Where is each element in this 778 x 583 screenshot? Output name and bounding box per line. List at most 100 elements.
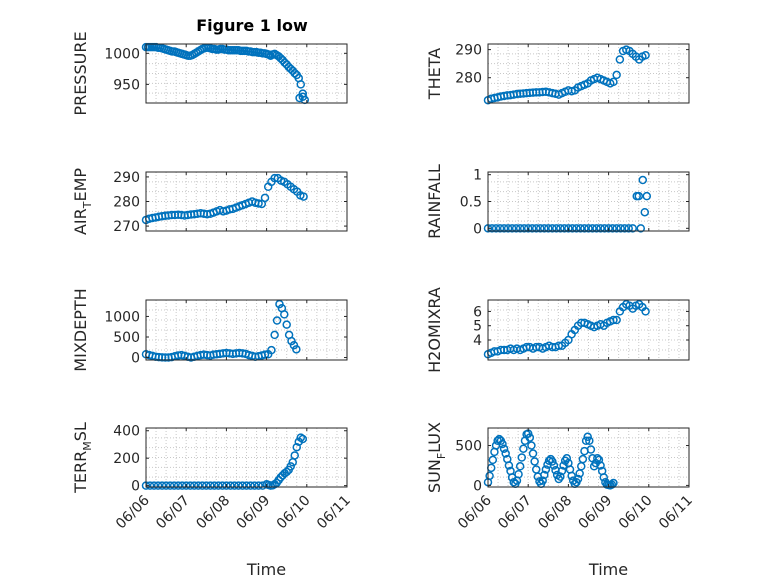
data-point bbox=[544, 224, 553, 233]
data-point bbox=[615, 55, 625, 64]
y-axis-label-subscript: F bbox=[435, 453, 448, 459]
y-tick-label: 0 bbox=[131, 351, 140, 367]
y-tick-label: 4 bbox=[473, 333, 482, 349]
y-tick-label: 5 bbox=[473, 319, 482, 335]
data-point bbox=[242, 481, 251, 490]
data-point bbox=[640, 207, 650, 217]
data-point bbox=[592, 224, 601, 233]
data-point bbox=[495, 224, 505, 233]
x-tick-label: 06/06 bbox=[113, 492, 153, 532]
data-point bbox=[185, 481, 195, 490]
subplot-h2omixra: 456 H2OMIXRA bbox=[425, 287, 690, 373]
data-point bbox=[541, 465, 551, 474]
data-point bbox=[515, 462, 525, 471]
data-point bbox=[642, 191, 652, 201]
y-axis-label: PRESSURE bbox=[71, 31, 90, 115]
data-point bbox=[296, 80, 306, 89]
data-point bbox=[230, 481, 239, 490]
data-point bbox=[260, 193, 270, 203]
data-point bbox=[485, 471, 494, 481]
data-point bbox=[527, 441, 536, 450]
y-axis-label: THETA bbox=[425, 48, 444, 100]
y-tick-label: 0 bbox=[131, 479, 140, 495]
y-tick-label: 1000 bbox=[104, 46, 140, 62]
data-point bbox=[290, 451, 299, 460]
x-tick-label: 06/11 bbox=[656, 493, 696, 533]
data-point bbox=[254, 199, 263, 208]
data-point bbox=[609, 77, 618, 87]
data-point bbox=[596, 461, 605, 470]
y-axis-label: MIXDEPTH bbox=[71, 288, 90, 371]
data-point bbox=[564, 224, 573, 233]
y-tick-label: 1000 bbox=[104, 309, 140, 325]
y-tick-label: 400 bbox=[113, 424, 140, 440]
data-point bbox=[596, 224, 605, 233]
data-point bbox=[528, 449, 538, 458]
data-point bbox=[202, 481, 211, 490]
y-axis-label-part: LUX bbox=[425, 422, 444, 453]
data-point bbox=[586, 445, 596, 454]
y-axis-label-part: TERR bbox=[71, 451, 90, 494]
data-point bbox=[514, 469, 523, 479]
data-point bbox=[538, 476, 547, 485]
data-point bbox=[157, 481, 167, 490]
data-point bbox=[634, 191, 643, 201]
x-tick-label: 06/08 bbox=[535, 493, 575, 533]
y-tick-label: 6 bbox=[473, 304, 482, 320]
data-point bbox=[153, 481, 163, 490]
y-tick-label: 500 bbox=[113, 330, 140, 346]
data-point bbox=[515, 224, 525, 233]
data-point bbox=[272, 316, 282, 325]
y-tick-label: 950 bbox=[113, 77, 140, 93]
data-point bbox=[641, 307, 650, 316]
data-point bbox=[169, 481, 179, 490]
data-point bbox=[573, 474, 583, 484]
x-tick-label: 06/07 bbox=[495, 493, 535, 533]
data-point bbox=[540, 224, 549, 233]
data-point bbox=[549, 461, 559, 470]
x-axis-label: Time bbox=[588, 560, 628, 579]
data-point bbox=[562, 454, 572, 463]
data-point bbox=[612, 315, 621, 325]
subplot-terr-msl: 0 200 400 06/06 06/07 06/08 06/09 06/10 06/11 TER… bbox=[71, 422, 354, 579]
data-point bbox=[289, 340, 299, 350]
y-axis-label-part: EMP bbox=[71, 168, 90, 202]
axes-box bbox=[487, 299, 690, 361]
data-point bbox=[488, 455, 498, 465]
y-axis-label: RAINFALL bbox=[425, 164, 444, 239]
data-point bbox=[503, 224, 513, 233]
x-axis-label: Time bbox=[246, 560, 286, 579]
data-point bbox=[556, 472, 565, 481]
data-point bbox=[198, 481, 207, 490]
data-point bbox=[282, 320, 291, 329]
data-point bbox=[604, 224, 613, 233]
data-point bbox=[624, 224, 633, 233]
data-point bbox=[165, 481, 175, 490]
data-point bbox=[540, 470, 549, 480]
data-point bbox=[173, 481, 183, 490]
data-point bbox=[576, 224, 585, 233]
x-tick-label: 06/11 bbox=[314, 493, 354, 533]
data-point bbox=[267, 345, 276, 355]
data-point bbox=[206, 481, 215, 490]
data-point bbox=[254, 481, 263, 490]
data-point bbox=[499, 224, 509, 233]
data-point bbox=[608, 224, 617, 233]
data-point bbox=[636, 224, 646, 233]
y-tick-label: 200 bbox=[113, 451, 140, 467]
y-axis-label: SUNFLUX bbox=[425, 422, 448, 493]
data-point bbox=[577, 462, 586, 471]
data-point bbox=[177, 481, 187, 490]
y-axis-label: H2OMIXRA bbox=[425, 287, 444, 373]
data-point bbox=[161, 481, 171, 490]
x-tick-label: 06/08 bbox=[193, 493, 233, 533]
data-point bbox=[270, 330, 279, 340]
data-point bbox=[486, 463, 496, 473]
axes-box bbox=[145, 299, 348, 361]
data-point bbox=[583, 432, 592, 442]
data-point bbox=[531, 224, 541, 233]
y-tick-label: 280 bbox=[113, 195, 140, 211]
data-point bbox=[559, 461, 568, 470]
